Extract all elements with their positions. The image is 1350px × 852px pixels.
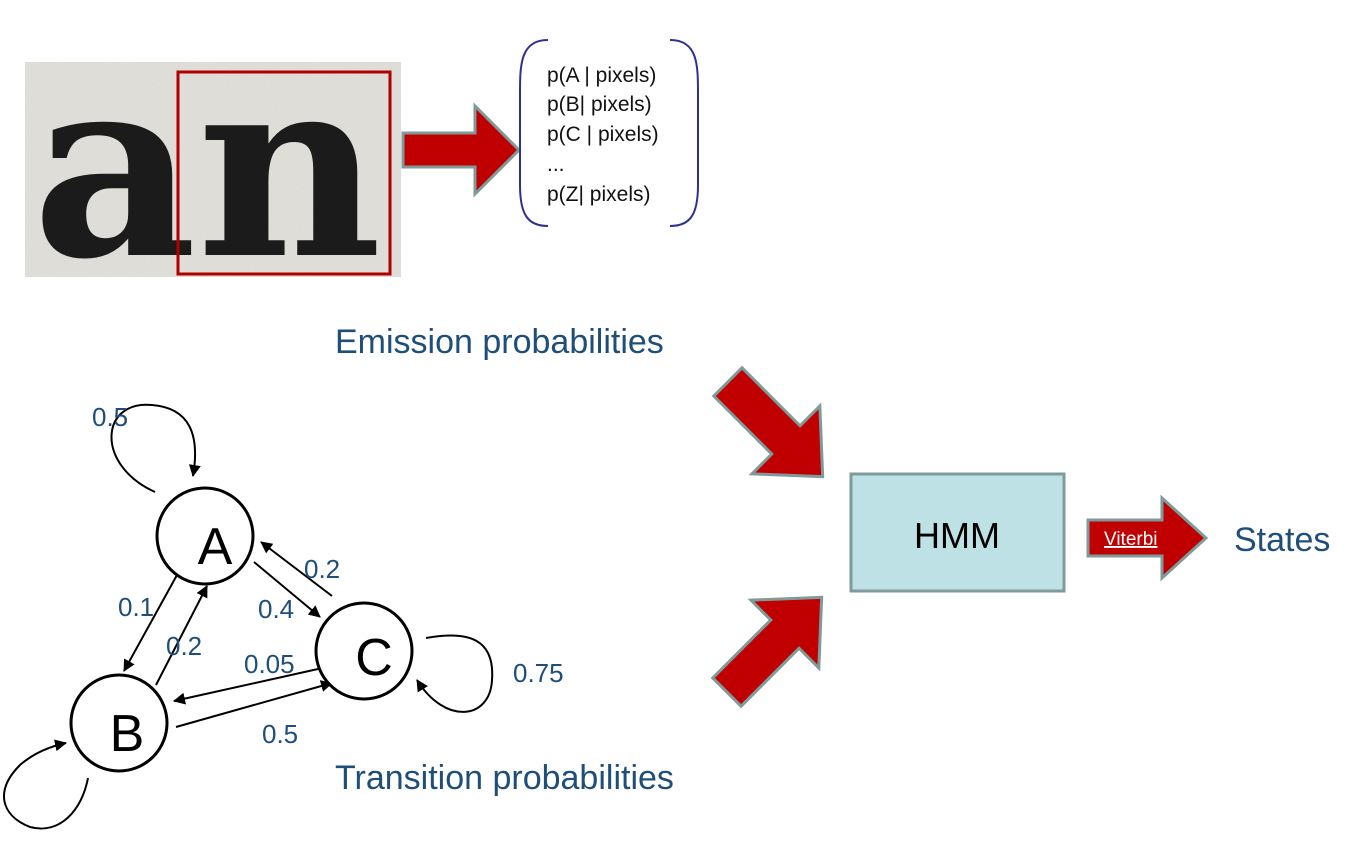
state-node-c-label: C xyxy=(355,629,393,687)
edge-b-to-a xyxy=(155,585,208,686)
edge-label-c-to-b: 0.05 xyxy=(244,649,295,679)
character-highlight-box xyxy=(176,70,392,276)
transition-graph: A B C 0.5 0.1 0.2 0.2 0.4 0.05 0.5 0.75 xyxy=(3,402,564,830)
state-node-a xyxy=(155,486,255,586)
state-node-b xyxy=(69,673,169,773)
edge-label-b-to-a: 0.2 xyxy=(166,631,202,661)
edge-a-self xyxy=(110,403,201,493)
emission-item: ... xyxy=(547,153,565,176)
edge-c-self xyxy=(416,634,494,713)
scanned-word-text: an xyxy=(32,20,382,314)
emission-item: p(A | pixels) xyxy=(547,64,656,87)
transition-to-hmm-arrow xyxy=(710,595,824,709)
emission-item: p(Z| pixels) xyxy=(547,183,650,206)
edge-b-to-c xyxy=(175,680,333,728)
emission-item: p(C | pixels) xyxy=(547,123,659,146)
edge-label-c-to-a: 0.2 xyxy=(304,554,340,584)
edge-label-b-to-c: 0.5 xyxy=(262,719,298,749)
emission-list-brace xyxy=(519,39,699,227)
emission-right-arrow xyxy=(401,102,522,198)
edge-b-self xyxy=(3,739,89,830)
hmm-label: HMM xyxy=(914,515,1000,556)
states-label: States xyxy=(1234,521,1330,559)
edge-label-a-to-b: 0.1 xyxy=(118,592,154,622)
emission-to-hmm-arrow xyxy=(711,365,825,479)
edge-a-to-c xyxy=(253,561,321,618)
edge-a-to-b xyxy=(123,574,178,672)
edge-label-a-to-c: 0.4 xyxy=(258,594,294,624)
viterbi-arrow xyxy=(1086,494,1209,582)
emission-list: p(A | pixels) p(B| pixels) p(C | pixels)… xyxy=(547,64,659,206)
edge-c-to-a xyxy=(260,541,333,597)
scanned-word-image: an xyxy=(25,20,401,314)
state-node-a-label: A xyxy=(198,518,233,576)
hmm-box xyxy=(849,472,1066,593)
state-node-b-label: B xyxy=(110,705,145,763)
viterbi-label: Viterbi xyxy=(1104,529,1158,550)
edge-c-to-b xyxy=(173,668,319,705)
emission-item: p(B| pixels) xyxy=(547,93,652,116)
emission-caption: Emission probabilities xyxy=(335,323,664,361)
edge-label-c-self: 0.75 xyxy=(513,658,564,688)
edge-label-a-self: 0.5 xyxy=(92,402,128,432)
state-node-c xyxy=(314,601,414,701)
transition-caption: Transition probabilities xyxy=(335,759,674,797)
